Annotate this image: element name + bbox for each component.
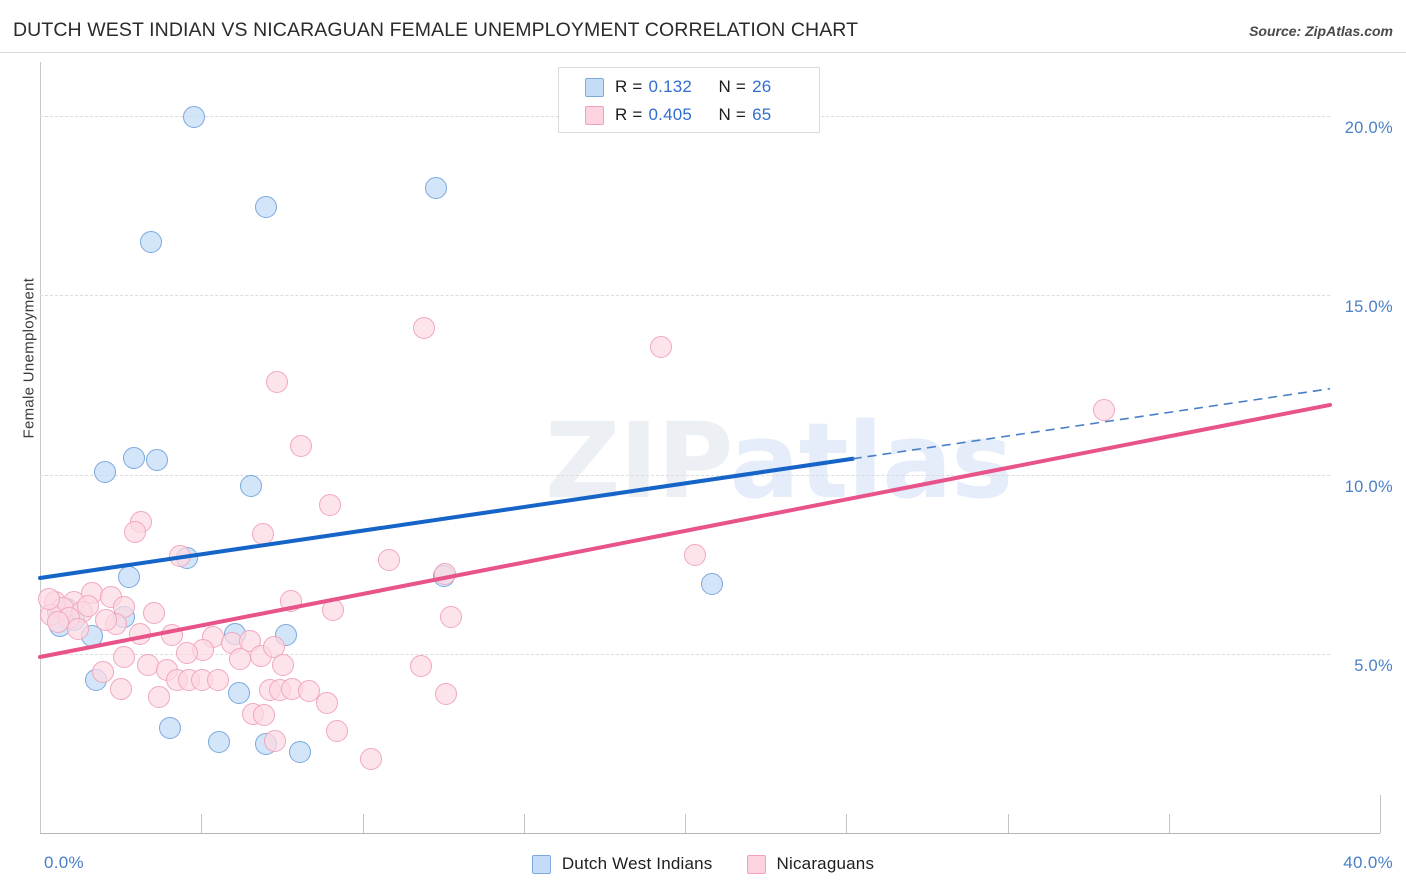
data-point	[424, 176, 447, 199]
source-attribution: Source: ZipAtlas.com	[1249, 23, 1393, 39]
data-point	[228, 647, 251, 670]
x-axis-min-label: 0.0%	[44, 853, 84, 872]
data-point	[377, 549, 400, 572]
chart-header: DUTCH WEST INDIAN VS NICARAGUAN FEMALE U…	[0, 0, 1406, 53]
data-point	[279, 589, 302, 612]
data-point	[207, 731, 230, 754]
data-point	[321, 598, 344, 621]
n-value-pink: 65	[752, 105, 772, 124]
data-point	[440, 605, 463, 628]
data-point	[684, 543, 707, 566]
data-point	[175, 641, 198, 664]
legend-item-dutch-west-indians[interactable]: Dutch West Indians	[531, 854, 713, 874]
data-point	[117, 566, 140, 589]
x-axis-tick	[201, 814, 203, 833]
legend-swatch-blue-icon	[531, 854, 551, 874]
data-point	[140, 230, 163, 253]
gridline	[40, 295, 1330, 297]
page-title: DUTCH WEST INDIAN VS NICARAGUAN FEMALE U…	[13, 19, 859, 41]
x-axis-tick	[362, 814, 364, 833]
y-axis-tick-label: 20.0%	[1344, 118, 1393, 137]
data-point	[239, 474, 262, 497]
data-point	[161, 623, 184, 646]
y-axis-title: Female Unemployment	[20, 277, 38, 439]
data-point	[298, 680, 321, 703]
data-point	[207, 668, 230, 691]
y-axis-tick-label: 15.0%	[1344, 298, 1393, 317]
y-axis-tick-label: 10.0%	[1344, 477, 1393, 496]
data-point	[158, 717, 181, 740]
legend-label-dutch-west-indians: Dutch West Indians	[561, 854, 713, 873]
r-value-pink: 0.405	[648, 105, 693, 124]
x-axis-line	[40, 833, 1380, 834]
data-point	[91, 661, 114, 684]
data-point	[254, 196, 277, 219]
data-point	[413, 316, 436, 339]
data-point	[122, 447, 145, 470]
data-point	[264, 730, 287, 753]
data-point	[251, 523, 274, 546]
plot-area	[38, 62, 1330, 834]
r-label-pink: R =	[615, 105, 643, 124]
n-value-blue: 26	[752, 77, 772, 96]
data-point	[433, 562, 456, 585]
data-point	[316, 691, 339, 714]
gridline	[40, 474, 1330, 476]
x-axis-tick	[846, 814, 848, 833]
data-point	[146, 448, 169, 471]
data-point	[228, 682, 251, 705]
r-label-blue: R =	[615, 77, 643, 96]
data-point	[148, 685, 171, 708]
data-point	[253, 703, 276, 726]
stats-row-nicaraguans: R = 0.405 N = 65	[559, 101, 819, 129]
data-point	[67, 617, 90, 640]
data-point	[272, 653, 295, 676]
data-point	[94, 460, 117, 483]
data-point	[183, 105, 206, 128]
stats-row-dutch-west-indians: R = 0.132 N = 26	[559, 73, 819, 101]
x-axis-end-tick	[1380, 795, 1381, 833]
series-legend: Dutch West Indians Nicaraguans	[0, 849, 1406, 879]
x-axis-tick	[1007, 814, 1009, 833]
x-axis-tick	[523, 814, 525, 833]
data-point	[128, 622, 151, 645]
data-point	[319, 494, 342, 517]
data-point	[290, 435, 313, 458]
legend-label-nicaraguans: Nicaraguans	[776, 854, 875, 873]
n-label-pink: N =	[718, 105, 747, 124]
data-point	[169, 544, 192, 567]
n-label-blue: N =	[718, 77, 747, 96]
x-axis-tick	[685, 814, 686, 833]
data-point	[266, 370, 289, 393]
data-point	[1093, 399, 1116, 422]
r-value-blue: 0.132	[648, 77, 693, 96]
data-point	[359, 747, 382, 770]
data-point	[124, 520, 147, 543]
data-point	[112, 646, 135, 669]
data-point	[649, 336, 672, 359]
swatch-blue-icon	[585, 77, 604, 97]
swatch-pink-icon	[585, 105, 604, 125]
x-axis-max-label: 40.0%	[1343, 853, 1393, 872]
data-point	[701, 573, 724, 596]
y-axis-tick-label: 5.0%	[1354, 657, 1393, 676]
data-point	[46, 611, 69, 634]
data-point	[38, 587, 61, 610]
data-point	[109, 677, 132, 700]
data-point	[434, 682, 457, 705]
data-point	[326, 719, 349, 742]
data-point	[143, 602, 166, 625]
legend-swatch-pink-icon	[746, 854, 766, 874]
correlation-stats-box: R = 0.132 N = 26 R = 0.405 N = 65	[558, 67, 820, 133]
legend-item-nicaraguans[interactable]: Nicaraguans	[746, 854, 875, 874]
x-axis-tick	[1168, 814, 1170, 833]
data-point	[288, 741, 311, 764]
data-point	[409, 654, 432, 677]
